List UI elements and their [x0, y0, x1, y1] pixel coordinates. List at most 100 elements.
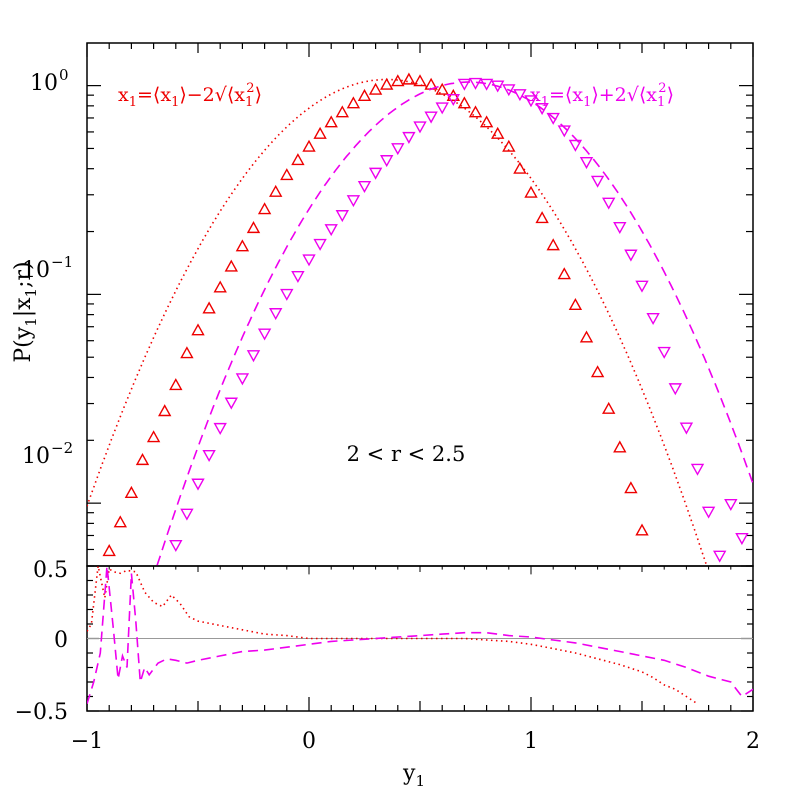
data-point-magenta: [502, 84, 516, 97]
data-point-red: [124, 485, 139, 498]
data-point-magenta: [413, 121, 427, 134]
annotation-r-range: 2 < r < 2.5: [347, 442, 466, 466]
data-point-red: [346, 96, 361, 109]
fit-curve-red: [87, 78, 708, 566]
data-point-red: [479, 115, 494, 128]
data-point-red: [113, 515, 127, 528]
data-point-red: [368, 82, 383, 95]
data-point-magenta: [424, 111, 438, 124]
data-point-magenta: [657, 346, 671, 359]
data-point-magenta: [302, 254, 316, 267]
data-point-magenta: [291, 270, 305, 283]
data-point-red: [513, 161, 527, 174]
data-point-magenta: [646, 312, 660, 326]
y-tick-label-0.5: 0.5: [33, 558, 68, 583]
y-tick-label-1e-2: 10: [22, 444, 50, 469]
data-point-magenta: [235, 373, 250, 386]
y-tick-exp-1e-1: −1: [51, 253, 73, 271]
top-y-axis-labels: 10 0 10 −1 10 −2: [22, 66, 73, 469]
data-point-red: [102, 544, 116, 557]
data-point-magenta: [335, 210, 349, 223]
y-tick-label-1e0: 10: [30, 71, 58, 96]
data-point-magenta: [457, 78, 472, 91]
data-point-magenta: [257, 328, 272, 341]
data-point-red: [302, 139, 316, 152]
data-point-magenta: [679, 422, 694, 435]
data-point-magenta: [324, 224, 338, 237]
data-point-magenta: [546, 112, 560, 125]
data-point-magenta: [690, 463, 705, 476]
data-point-red: [546, 238, 560, 251]
data-point-magenta: [435, 102, 449, 115]
data-point-red: [158, 404, 172, 417]
data-point-red: [146, 430, 161, 443]
x-axis-labels: −1 0 1 2: [71, 729, 760, 754]
data-point-magenta: [346, 195, 361, 208]
data-point-magenta: [513, 89, 527, 102]
data-point-magenta: [213, 422, 227, 435]
data-point-magenta: [313, 238, 327, 251]
data-point-red: [180, 346, 194, 359]
data-point-magenta: [524, 95, 538, 108]
y-tick-label-1e-1: 10: [22, 258, 50, 283]
data-point-magenta: [602, 197, 616, 210]
data-point-magenta: [557, 125, 571, 138]
data-point-red: [502, 139, 516, 152]
data-point-red: [557, 267, 571, 280]
data-point-red: [235, 239, 250, 252]
x-tick-label-0: 0: [302, 729, 316, 754]
data-point-magenta: [391, 143, 405, 156]
legend-magenta: x1=⟨x1⟩+2√⟨x12⟩: [530, 81, 674, 110]
data-point-red: [169, 378, 183, 391]
data-point-red: [324, 115, 338, 128]
top-panel: 10 0 10 −1 10 −2 P(y1|x1;r) 2 < r < 2.5 …: [11, 42, 754, 567]
bottom-ticks: [86, 565, 754, 712]
data-point-red: [135, 453, 150, 466]
data-point-red: [535, 211, 549, 224]
data-point-red: [213, 280, 227, 293]
data-point-red: [635, 523, 649, 536]
data-point-red: [624, 481, 638, 494]
data-point-red: [491, 126, 505, 139]
data-point-magenta: [568, 139, 583, 152]
y-tick-label-neg0.5: −0.5: [15, 700, 68, 725]
data-point-red: [291, 153, 305, 166]
data-point-red: [590, 365, 605, 378]
data-point-magenta: [180, 508, 194, 521]
data-point-red: [579, 330, 594, 343]
data-point-red: [191, 323, 205, 336]
data-point-magenta: [479, 78, 494, 91]
data-point-red: [613, 440, 627, 453]
x-tick-label-neg1: −1: [71, 729, 103, 754]
y-tick-label-0: 0: [54, 628, 68, 653]
data-point-magenta: [701, 506, 716, 519]
data-point-magenta: [713, 550, 727, 563]
data-point-magenta: [380, 155, 394, 168]
data-point-red: [380, 77, 394, 90]
data-point-magenta: [446, 93, 460, 107]
data-point-red: [568, 298, 583, 311]
x-tick-label-1: 1: [524, 729, 538, 754]
data-point-magenta: [368, 167, 383, 180]
bottom-y-axis-labels: 0.5 0 −0.5: [15, 558, 68, 725]
data-point-magenta: [668, 383, 682, 396]
data-point-red: [602, 401, 616, 414]
data-point-magenta: [613, 222, 627, 235]
data-point-red: [246, 221, 261, 234]
data-point-red: [413, 74, 427, 87]
data-point-red: [524, 185, 538, 198]
data-point-red: [357, 88, 372, 101]
data-point-magenta: [491, 80, 505, 93]
y-tick-exp-1e0: 0: [59, 66, 69, 84]
y-tick-exp-1e-2: −2: [51, 439, 73, 457]
data-point-red: [224, 259, 238, 272]
data-point-red: [313, 126, 327, 139]
data-point-magenta: [468, 77, 483, 90]
data-point-red: [391, 74, 405, 87]
data-point-magenta: [357, 181, 372, 194]
data-point-magenta: [280, 288, 294, 301]
bottom-series-layer: [87, 566, 753, 705]
residual-line-red: [87, 566, 698, 705]
data-point-magenta: [224, 397, 238, 410]
